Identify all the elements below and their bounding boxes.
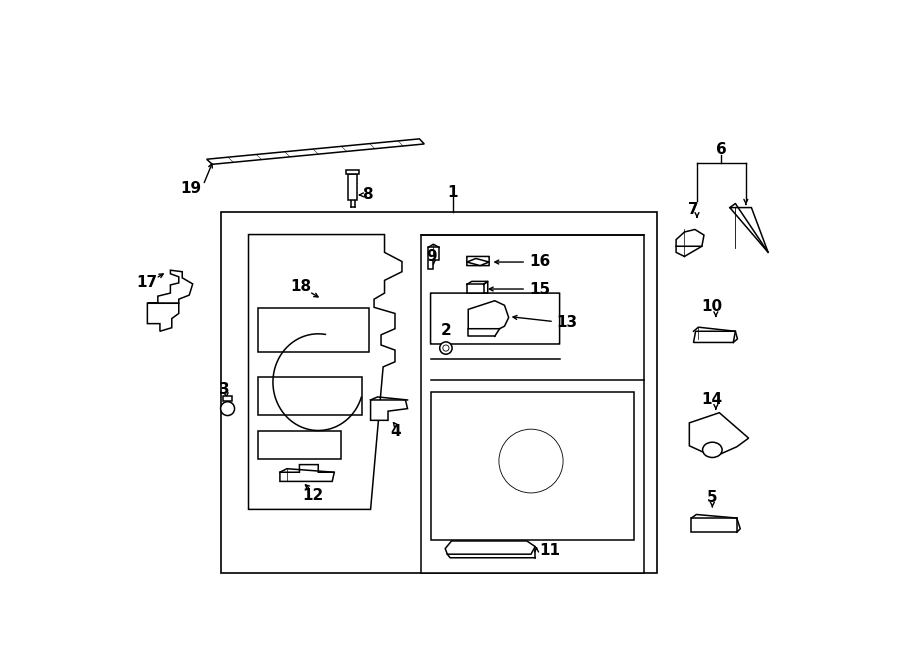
Bar xyxy=(348,174,357,200)
Polygon shape xyxy=(730,208,768,253)
Text: 15: 15 xyxy=(529,282,550,297)
Text: 16: 16 xyxy=(529,254,550,268)
Text: 2: 2 xyxy=(440,323,451,338)
Text: 6: 6 xyxy=(716,142,727,157)
Text: 12: 12 xyxy=(302,488,324,503)
Text: 4: 4 xyxy=(391,424,401,439)
Text: 17: 17 xyxy=(137,276,157,290)
Circle shape xyxy=(443,345,449,351)
Polygon shape xyxy=(148,270,193,303)
Polygon shape xyxy=(676,229,704,247)
Bar xyxy=(257,377,362,415)
Polygon shape xyxy=(371,400,408,420)
Polygon shape xyxy=(467,284,483,293)
Text: 8: 8 xyxy=(362,187,373,202)
Bar xyxy=(257,430,341,459)
Text: 14: 14 xyxy=(702,393,723,407)
Circle shape xyxy=(220,402,235,416)
Polygon shape xyxy=(467,258,490,266)
FancyBboxPatch shape xyxy=(467,256,490,266)
Polygon shape xyxy=(694,331,735,342)
Polygon shape xyxy=(421,235,644,573)
Circle shape xyxy=(440,342,452,354)
Text: 11: 11 xyxy=(539,543,561,558)
Text: 9: 9 xyxy=(427,249,437,264)
Polygon shape xyxy=(468,301,508,329)
Bar xyxy=(220,212,656,573)
Text: 19: 19 xyxy=(180,181,202,196)
Polygon shape xyxy=(148,303,179,331)
Ellipse shape xyxy=(703,442,722,457)
Text: 18: 18 xyxy=(291,279,311,294)
Polygon shape xyxy=(207,139,424,165)
Text: 1: 1 xyxy=(447,185,458,200)
FancyBboxPatch shape xyxy=(346,170,359,174)
Text: 7: 7 xyxy=(688,202,698,217)
Polygon shape xyxy=(446,541,536,554)
Text: 5: 5 xyxy=(707,490,717,505)
Bar xyxy=(222,397,232,401)
Polygon shape xyxy=(691,518,737,532)
Text: 13: 13 xyxy=(557,315,578,330)
Circle shape xyxy=(499,429,563,493)
FancyBboxPatch shape xyxy=(430,293,560,344)
Bar xyxy=(431,393,634,540)
Text: 10: 10 xyxy=(702,299,723,315)
Polygon shape xyxy=(689,412,749,457)
Circle shape xyxy=(488,418,574,504)
Polygon shape xyxy=(248,235,402,510)
Bar xyxy=(257,308,369,352)
Polygon shape xyxy=(280,465,334,481)
Text: 3: 3 xyxy=(219,382,230,397)
Polygon shape xyxy=(428,247,439,268)
